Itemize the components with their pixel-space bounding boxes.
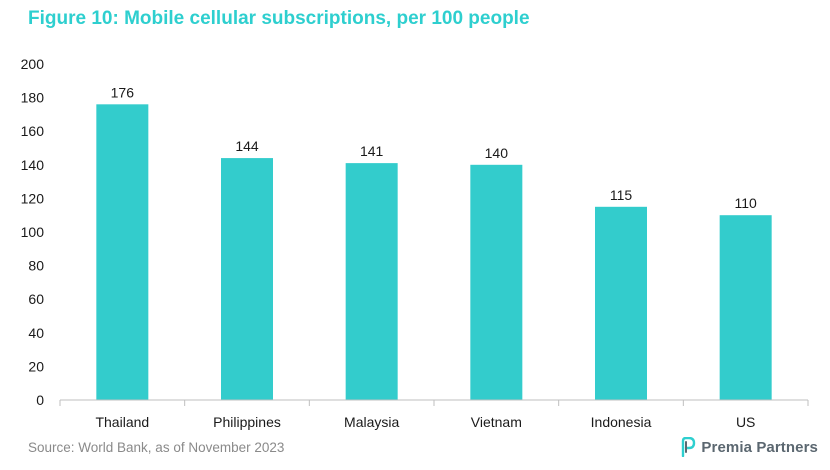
data-label: 115	[610, 187, 633, 203]
y-tick-label: 60	[28, 291, 44, 307]
data-label: 176	[111, 84, 135, 100]
y-tick-label: 120	[21, 190, 45, 206]
category-label: Philippines	[213, 414, 281, 430]
y-tick-label: 140	[21, 157, 45, 173]
category-label: Malaysia	[344, 414, 399, 430]
bar	[595, 206, 647, 400]
y-axis-ticks: 0 20 40 60 80 100 120 140 160 180 200	[21, 56, 45, 408]
data-label: 110	[735, 195, 758, 211]
bar	[221, 158, 273, 400]
y-tick-label: 180	[21, 90, 45, 106]
y-tick-label: 0	[36, 392, 44, 408]
data-label: 141	[360, 143, 384, 159]
bars	[96, 104, 772, 400]
source-note: Source: World Bank, as of November 2023	[28, 440, 285, 455]
bar	[719, 215, 772, 400]
y-tick-label: 20	[28, 358, 44, 374]
category-label: Vietnam	[471, 414, 522, 430]
premia-logo: Premia Partners	[680, 437, 818, 457]
y-tick-label: 160	[21, 123, 45, 139]
data-label: 140	[485, 145, 509, 161]
category-label: Thailand	[95, 414, 149, 430]
category-labels: Thailand Philippines Malaysia Vietnam Indone…	[95, 414, 755, 430]
y-tick-label: 40	[28, 325, 44, 341]
bar	[345, 163, 398, 400]
y-tick-label: 100	[21, 224, 45, 240]
logo-text: Premia Partners	[701, 438, 818, 456]
y-tick-label: 80	[28, 258, 44, 274]
y-tick-label: 200	[21, 56, 45, 72]
category-label: US	[736, 414, 755, 430]
bar	[96, 104, 149, 400]
category-label: Indonesia	[591, 414, 652, 430]
data-labels: 176 144 141 140 115 110	[111, 84, 757, 211]
bar	[470, 164, 523, 400]
premia-logo-icon	[682, 437, 696, 457]
x-axis-tick-marks	[59, 400, 809, 406]
data-label: 144	[235, 138, 259, 154]
chart-title: Figure 10: Mobile cellular subscriptions…	[28, 8, 530, 29]
